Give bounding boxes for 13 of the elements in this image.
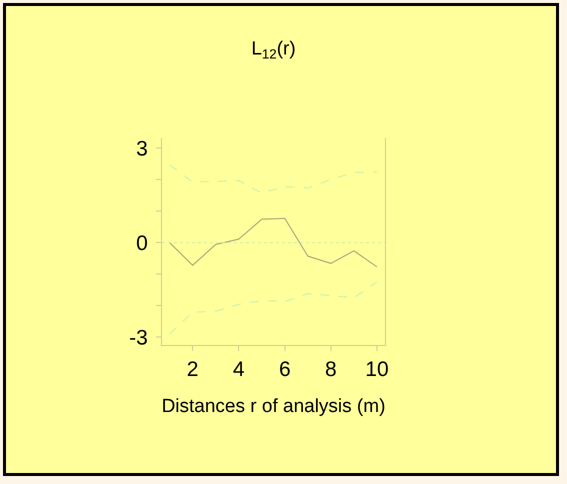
line-series <box>169 281 378 334</box>
y-tick-label: 3 <box>136 137 148 160</box>
chart-title: L$_{12}$(r) <box>251 38 296 62</box>
line-series <box>169 218 378 268</box>
y-tick-label: 0 <box>136 232 148 255</box>
x-tick-label: 10 <box>365 358 389 382</box>
x-tick-label: 4 <box>232 358 245 382</box>
x-tick-label: 2 <box>186 358 198 382</box>
line-series <box>169 164 378 194</box>
x-axis-title: Distances r of analysis (m) <box>162 396 386 417</box>
x-tick-label: 8 <box>325 358 337 382</box>
x-tick-label: 6 <box>278 358 291 382</box>
y-tick-label: -3 <box>129 326 148 350</box>
